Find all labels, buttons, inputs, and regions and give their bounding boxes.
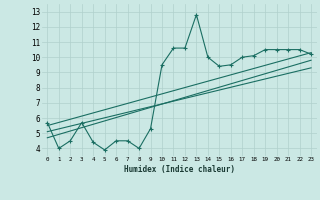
- X-axis label: Humidex (Indice chaleur): Humidex (Indice chaleur): [124, 165, 235, 174]
